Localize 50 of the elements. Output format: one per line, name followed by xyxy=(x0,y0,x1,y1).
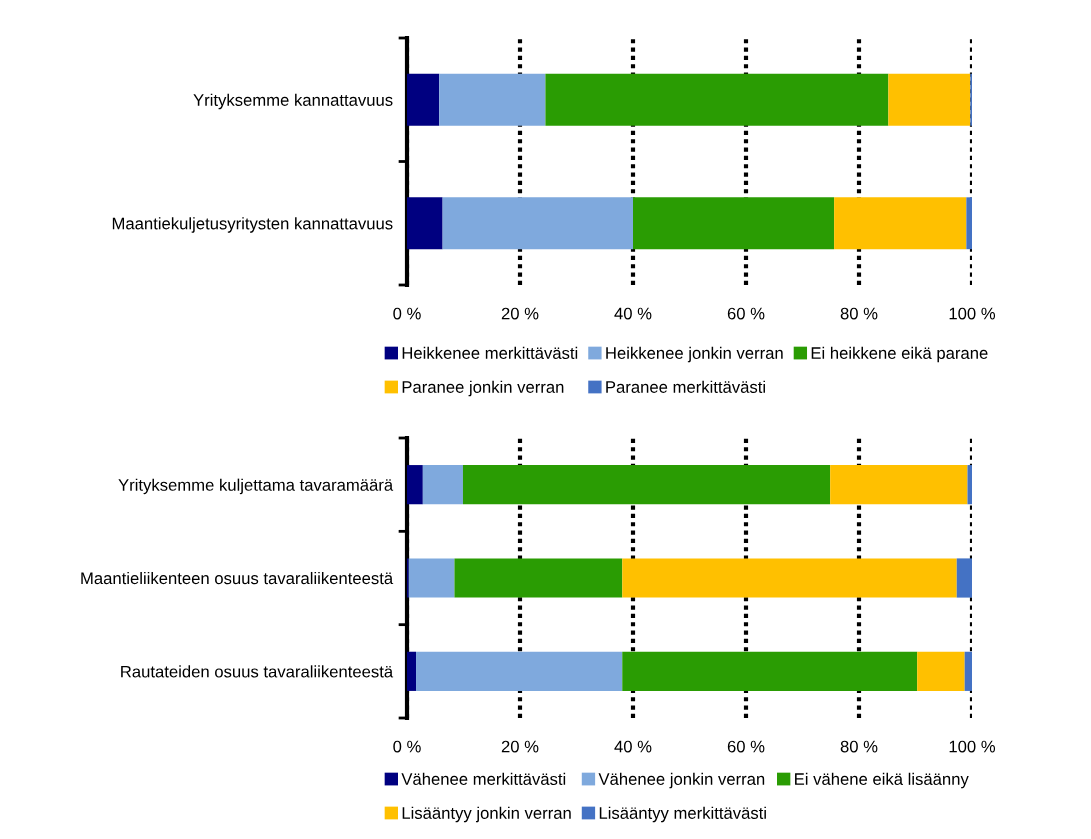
legend-label: Lisääntyy jonkin verran xyxy=(402,806,571,823)
y-tick-label: Maantiekuljetusyritysten kannattavuus xyxy=(112,217,393,233)
bar xyxy=(407,73,440,126)
bar xyxy=(956,558,972,598)
bar xyxy=(416,651,623,691)
bar xyxy=(407,651,417,691)
legend-label: Vähenee jonkin verran xyxy=(598,772,765,789)
bar xyxy=(462,465,831,505)
x-tick-label: 60 % xyxy=(727,307,765,320)
x-tick-label: 0 % xyxy=(393,307,421,320)
x-tick-label: 100 % xyxy=(949,307,996,320)
bar xyxy=(422,465,463,505)
bar xyxy=(545,73,889,126)
bar xyxy=(439,73,546,126)
x-tick-label: 20 % xyxy=(501,740,539,753)
legend-label: Heikkenee merkittävästi xyxy=(402,346,578,359)
y-tick-label: Yrityksemme kannattavuus xyxy=(193,93,393,110)
x-tick-label: 0 % xyxy=(393,740,421,753)
x-tick-label: 60 % xyxy=(727,740,765,753)
bar xyxy=(408,558,455,598)
bar xyxy=(964,651,972,691)
x-tick-label: 80 % xyxy=(840,307,878,320)
y-tick-label: Rautateiden osuus tavaraliikenteestä xyxy=(121,665,394,678)
bar xyxy=(966,197,972,250)
bar xyxy=(633,197,835,250)
bar xyxy=(830,465,968,505)
legend-label: Ei vähene eikä lisäänny xyxy=(795,772,969,789)
bar xyxy=(407,197,443,250)
y-tick-label: Yrityksemme kuljettama tavaramäärä xyxy=(118,478,394,495)
bar xyxy=(622,651,918,691)
x-tick-label: 40 % xyxy=(614,740,652,753)
bar xyxy=(407,465,423,505)
bar xyxy=(622,558,957,598)
legend-label: Paranee merkittävästi xyxy=(606,380,765,393)
legend-label: Ei heikkene eikä parane xyxy=(811,346,988,363)
legend-label: Vähenee merkittävästi xyxy=(401,772,566,785)
x-tick-label: 20 % xyxy=(501,307,539,320)
bar xyxy=(834,197,967,250)
x-tick-label: 80 % xyxy=(840,740,878,753)
bar xyxy=(917,651,965,691)
bar xyxy=(454,558,623,598)
bar xyxy=(888,73,971,126)
legend-label: Heikkenee jonkin verran xyxy=(606,346,783,363)
bar xyxy=(442,197,633,250)
bar xyxy=(967,465,972,505)
y-tick-label: Maantieliikenteen osuus tavaraliikenteestä xyxy=(81,571,394,585)
x-tick-label: 100 % xyxy=(949,740,996,753)
x-tick-label: 40 % xyxy=(614,307,652,320)
legend-label: Paranee jonkin verran xyxy=(402,380,564,397)
legend-label: Lisääntyy merkittävästi xyxy=(599,806,766,823)
